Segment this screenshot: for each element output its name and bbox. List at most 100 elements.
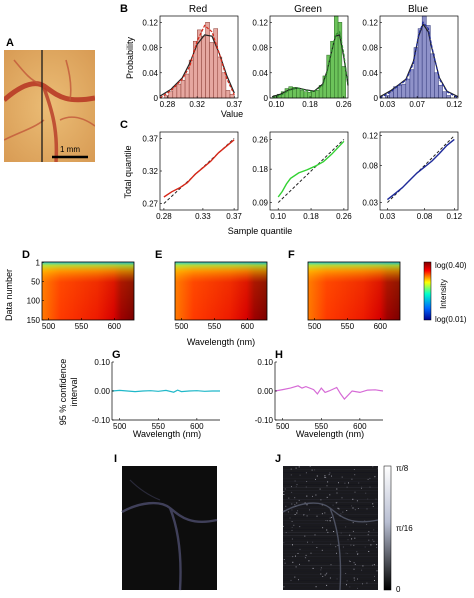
panel-j-speck bbox=[326, 485, 328, 487]
hist-2-kde-line bbox=[379, 22, 459, 98]
panel-j-speck bbox=[353, 544, 355, 546]
panel-j-speck bbox=[346, 510, 348, 511]
hist-2-bar bbox=[417, 28, 423, 99]
hist-0-bar bbox=[184, 73, 190, 99]
panel-j-scanline bbox=[283, 466, 378, 467]
panel-j-speck bbox=[299, 548, 301, 550]
panel-j-speck bbox=[365, 492, 367, 494]
panel-j-speck bbox=[320, 499, 322, 501]
hist-0-ytick-label: 0.12 bbox=[142, 18, 158, 27]
panel-j-speck bbox=[362, 565, 364, 567]
heat-2-xtick-label: 600 bbox=[374, 322, 388, 331]
panel-j-speck bbox=[321, 549, 323, 551]
hist-0-bar bbox=[201, 35, 206, 99]
panel-j-speck bbox=[338, 482, 339, 484]
photo-vessel-small bbox=[4, 59, 95, 141]
panel-j-speck bbox=[329, 517, 331, 519]
panel-j-speck bbox=[320, 569, 322, 571]
panel-j-speck bbox=[345, 573, 347, 574]
panel-j-speck bbox=[322, 527, 324, 529]
panel-j-speck bbox=[325, 477, 327, 479]
panel-j-scanline bbox=[283, 568, 378, 569]
panel-j-speck bbox=[361, 486, 363, 488]
hist-0-bar bbox=[176, 83, 182, 99]
panel-j-speck bbox=[354, 563, 356, 565]
hist-1-ytick-label: 0.12 bbox=[252, 18, 268, 27]
hist-title-green: Green bbox=[294, 4, 322, 15]
heatmap-d-top-band bbox=[42, 262, 134, 320]
panel-j-speck bbox=[283, 491, 285, 493]
panel-j-scanline bbox=[283, 562, 378, 563]
panel-j-speck bbox=[294, 480, 296, 482]
panel-j-speck bbox=[330, 516, 332, 518]
panel-j-speck bbox=[304, 514, 305, 515]
panel-j-scanline bbox=[283, 553, 378, 554]
panel-j-speck bbox=[330, 543, 332, 545]
intensity-colorbar-label: Intensity bbox=[439, 279, 448, 309]
qq-blue: 0.03 0.08 0.12 0.03 0.08 0.12 bbox=[362, 131, 463, 221]
g-ylabel-line2: interval bbox=[69, 377, 79, 406]
qq-2-ytick-label: 0.12 bbox=[362, 132, 378, 141]
panel-j-speck bbox=[342, 546, 344, 548]
heat-1-xtick-label: 500 bbox=[175, 322, 189, 331]
panel-j-speck bbox=[306, 481, 308, 482]
panel-letter-j: J bbox=[275, 453, 281, 465]
hist-0-bar bbox=[229, 93, 235, 99]
panel-j-scanline bbox=[283, 505, 378, 506]
panel-j-speck bbox=[283, 542, 285, 544]
panel-j-scanline bbox=[283, 565, 378, 566]
panel-letter-f: F bbox=[288, 249, 295, 261]
panel-letter-c: C bbox=[120, 119, 128, 131]
hist-2-fit-line bbox=[379, 21, 459, 99]
panel-j-speck bbox=[304, 557, 306, 558]
hist-2-bar bbox=[430, 53, 435, 99]
panel-j-speck bbox=[285, 505, 287, 507]
hist-1-bar bbox=[307, 92, 312, 99]
hist-green: Green 0.10 0.18 0.26 0 0.04 0.08 0.12 bbox=[252, 4, 352, 109]
qq-2-xtick-label: 0.12 bbox=[446, 212, 462, 221]
hist-2-bar bbox=[397, 85, 402, 99]
panel-j-speck bbox=[353, 568, 355, 570]
panel-j-speck bbox=[368, 551, 370, 552]
ci-0-xtick-label: 500 bbox=[113, 422, 127, 431]
panel-j-speck bbox=[291, 509, 293, 511]
panel-j-speck bbox=[374, 575, 375, 577]
heat-1-xtick-label: 550 bbox=[208, 322, 222, 331]
panel-j-speck bbox=[371, 564, 373, 566]
panel-j-speck bbox=[288, 497, 290, 499]
intensity-colorbar-bottom: log(0.01) bbox=[435, 315, 467, 324]
panel-j-speck bbox=[348, 482, 349, 484]
panel-j-speck bbox=[312, 495, 313, 497]
panel-j-speck bbox=[353, 579, 355, 581]
panel-j-speck bbox=[356, 500, 358, 502]
panel-j-vessel bbox=[282, 502, 379, 591]
panel-j-speck bbox=[326, 529, 328, 531]
panel-j-speck bbox=[309, 509, 310, 511]
panel-j-scanline bbox=[283, 472, 378, 473]
panel-j-speck bbox=[291, 529, 293, 531]
panel-j-speck bbox=[283, 494, 285, 495]
photo-vessel-branch bbox=[42, 87, 59, 162]
panel-j-scanline bbox=[283, 574, 378, 575]
ci-1-xtick-label: 550 bbox=[315, 422, 329, 431]
ci-0-xtick-label: 600 bbox=[190, 422, 204, 431]
panel-j-speck bbox=[345, 526, 347, 528]
panel-j-speck bbox=[291, 503, 293, 505]
hist-0-bar bbox=[209, 42, 214, 99]
panel-j-speck bbox=[357, 578, 358, 580]
panel-j-speck bbox=[326, 584, 328, 586]
panel-j-speck bbox=[346, 580, 348, 582]
panel-j-speck bbox=[353, 577, 355, 579]
qq-1-frame bbox=[269, 131, 349, 211]
panel-j-speck bbox=[351, 538, 353, 540]
panel-j-scanline bbox=[283, 586, 378, 587]
panel-j-speck bbox=[369, 477, 371, 479]
hist-0-bar bbox=[225, 90, 231, 99]
hist-1-bar bbox=[296, 88, 301, 99]
hist-2-ytick-label: 0.12 bbox=[362, 18, 378, 27]
hist-0-xtick-label: 0.32 bbox=[189, 100, 205, 109]
ci-0-ytick-label: 0.10 bbox=[94, 358, 110, 367]
heat-0-ytick-label: 50 bbox=[31, 277, 40, 286]
panel-j-speck bbox=[352, 530, 354, 532]
